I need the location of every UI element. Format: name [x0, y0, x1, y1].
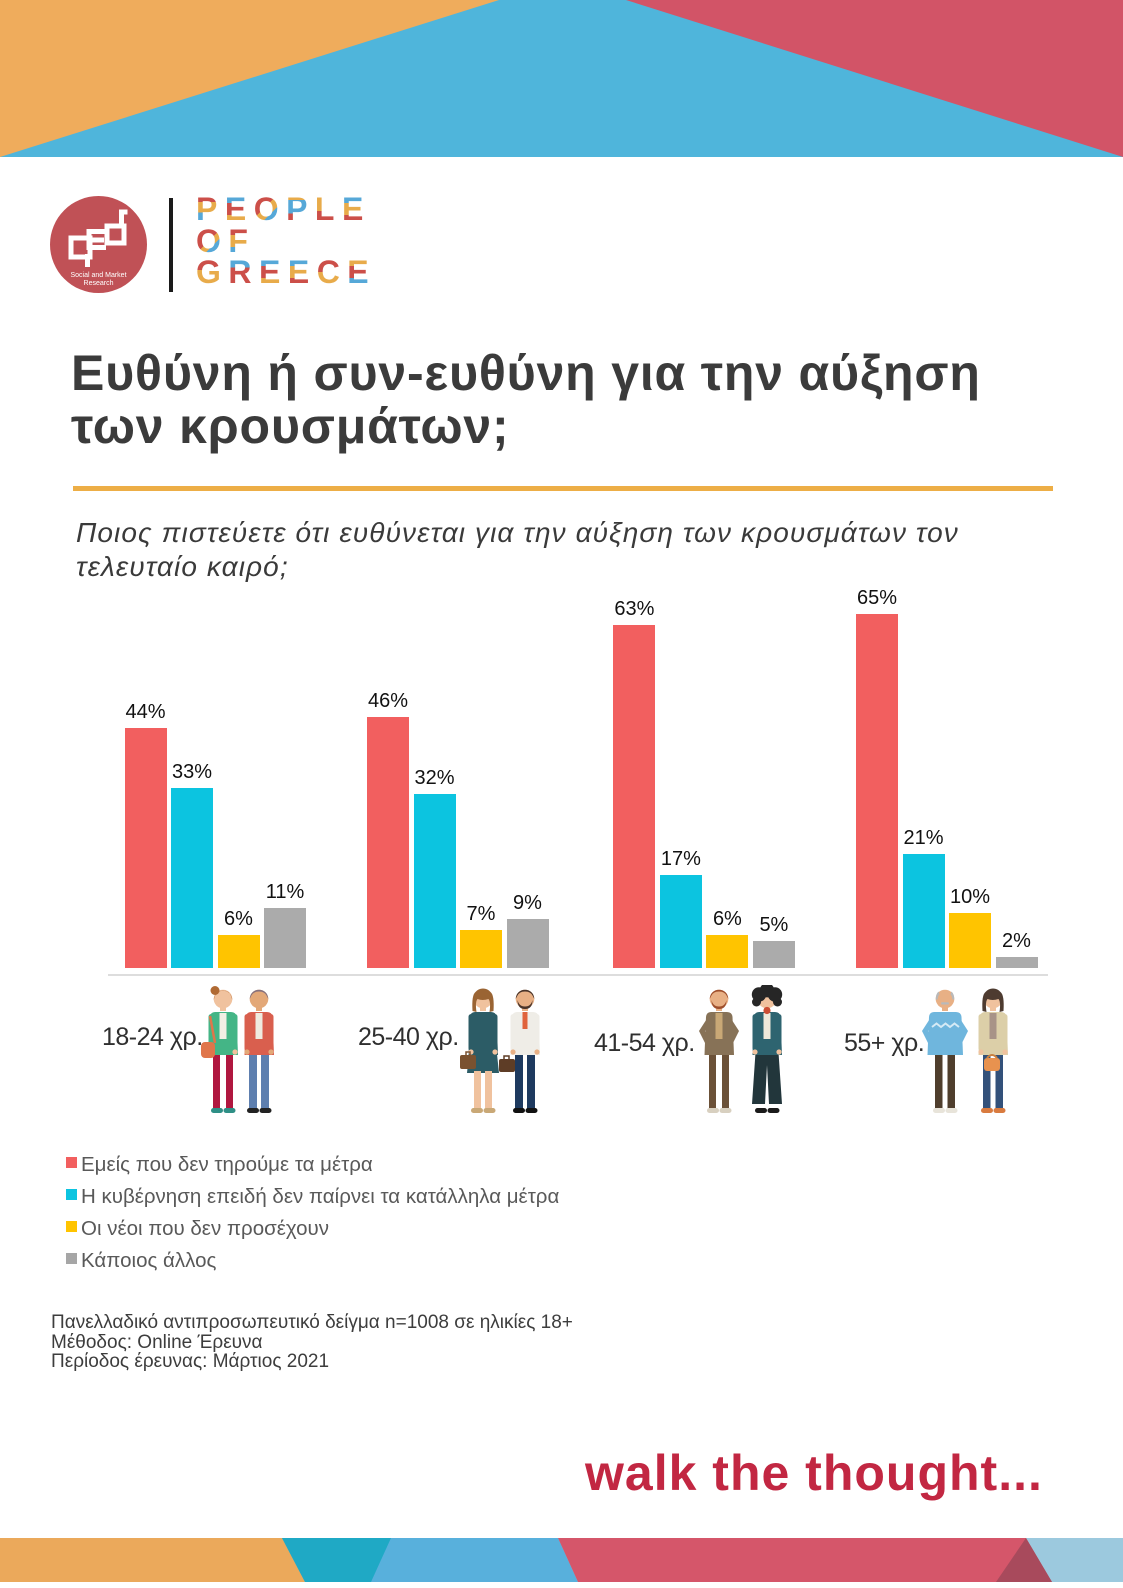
- svg-text:Social and Market: Social and Market: [70, 272, 126, 279]
- svg-text:Research: Research: [84, 280, 114, 287]
